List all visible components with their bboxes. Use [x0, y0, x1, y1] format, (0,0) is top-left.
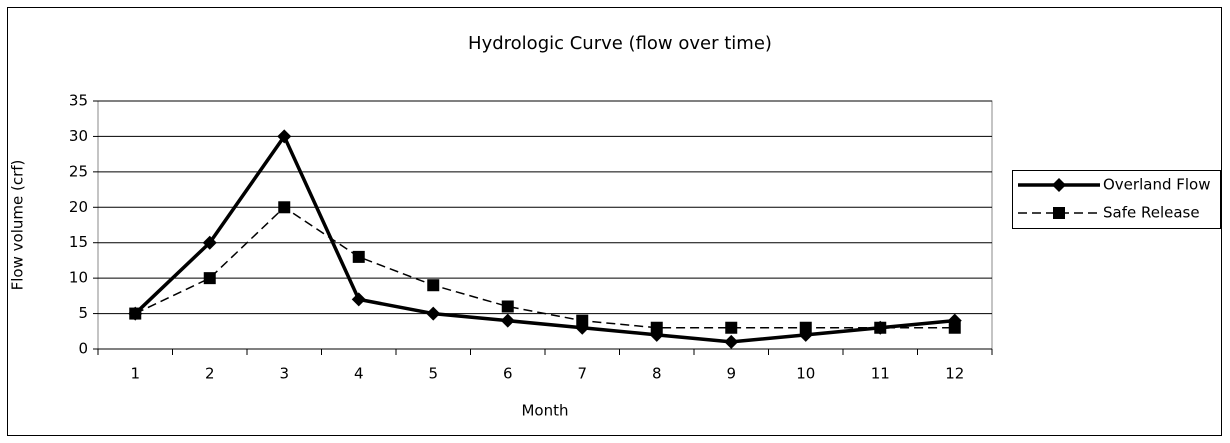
legend-label: Overland Flow	[1103, 176, 1210, 194]
x-tick-label: 7	[577, 365, 587, 383]
marker	[1052, 178, 1066, 192]
x-tick-label: 6	[503, 365, 513, 383]
marker	[874, 321, 887, 334]
marker	[202, 235, 217, 250]
y-tick-label: 5	[78, 304, 88, 322]
marker	[799, 321, 812, 334]
x-tick-label: 12	[945, 365, 964, 383]
x-tick-label: 2	[205, 365, 215, 383]
y-tick-label: 10	[69, 269, 88, 287]
marker	[427, 279, 440, 292]
marker	[948, 321, 961, 334]
y-tick-label: 20	[69, 198, 88, 216]
y-tick-label: 30	[69, 127, 88, 145]
marker	[277, 129, 292, 144]
marker	[203, 272, 216, 285]
series-line	[134, 206, 955, 329]
marker	[576, 314, 589, 327]
series-line	[134, 134, 955, 344]
x-axis-label: Month	[521, 402, 568, 420]
x-tick-label: 10	[796, 365, 815, 383]
legend-box	[1012, 170, 1221, 229]
marker	[725, 321, 738, 334]
chart-title: Hydrologic Curve (flow over time)	[468, 33, 772, 54]
marker	[278, 201, 291, 214]
y-tick-label: 35	[69, 92, 88, 110]
marker	[501, 300, 514, 313]
marker	[129, 307, 142, 320]
y-tick-label: 25	[69, 162, 88, 180]
x-tick-label: 3	[279, 365, 289, 383]
x-tick-label: 8	[652, 365, 662, 383]
legend-label: Safe Release	[1103, 204, 1200, 222]
marker	[352, 250, 365, 263]
marker	[1053, 207, 1065, 219]
marker	[724, 334, 739, 349]
y-tick-label: 0	[78, 340, 88, 358]
y-tick-label: 15	[69, 233, 88, 251]
marker	[650, 321, 663, 334]
x-tick-label: 9	[726, 365, 736, 383]
marker	[426, 306, 441, 321]
x-tick-label: 1	[130, 365, 140, 383]
marker	[351, 292, 366, 307]
x-tick-label: 5	[428, 365, 438, 383]
marker	[500, 313, 515, 328]
x-tick-label: 11	[871, 365, 890, 383]
y-axis-label: Flow volume (crf)	[9, 160, 27, 291]
x-tick-label: 4	[354, 365, 364, 383]
